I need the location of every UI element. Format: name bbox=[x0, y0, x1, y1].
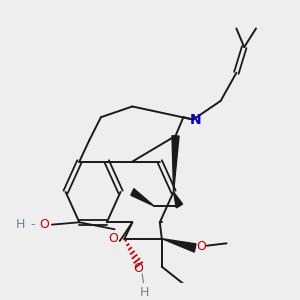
Text: N: N bbox=[189, 112, 201, 127]
Text: O: O bbox=[39, 218, 49, 231]
Text: -: - bbox=[30, 218, 34, 231]
Polygon shape bbox=[162, 239, 196, 252]
Text: O: O bbox=[196, 240, 206, 253]
Text: O: O bbox=[108, 232, 118, 245]
Polygon shape bbox=[174, 192, 183, 208]
Polygon shape bbox=[131, 189, 154, 206]
Polygon shape bbox=[172, 136, 179, 192]
Text: O: O bbox=[133, 262, 143, 275]
Text: H: H bbox=[140, 286, 149, 299]
Text: H: H bbox=[16, 218, 25, 231]
